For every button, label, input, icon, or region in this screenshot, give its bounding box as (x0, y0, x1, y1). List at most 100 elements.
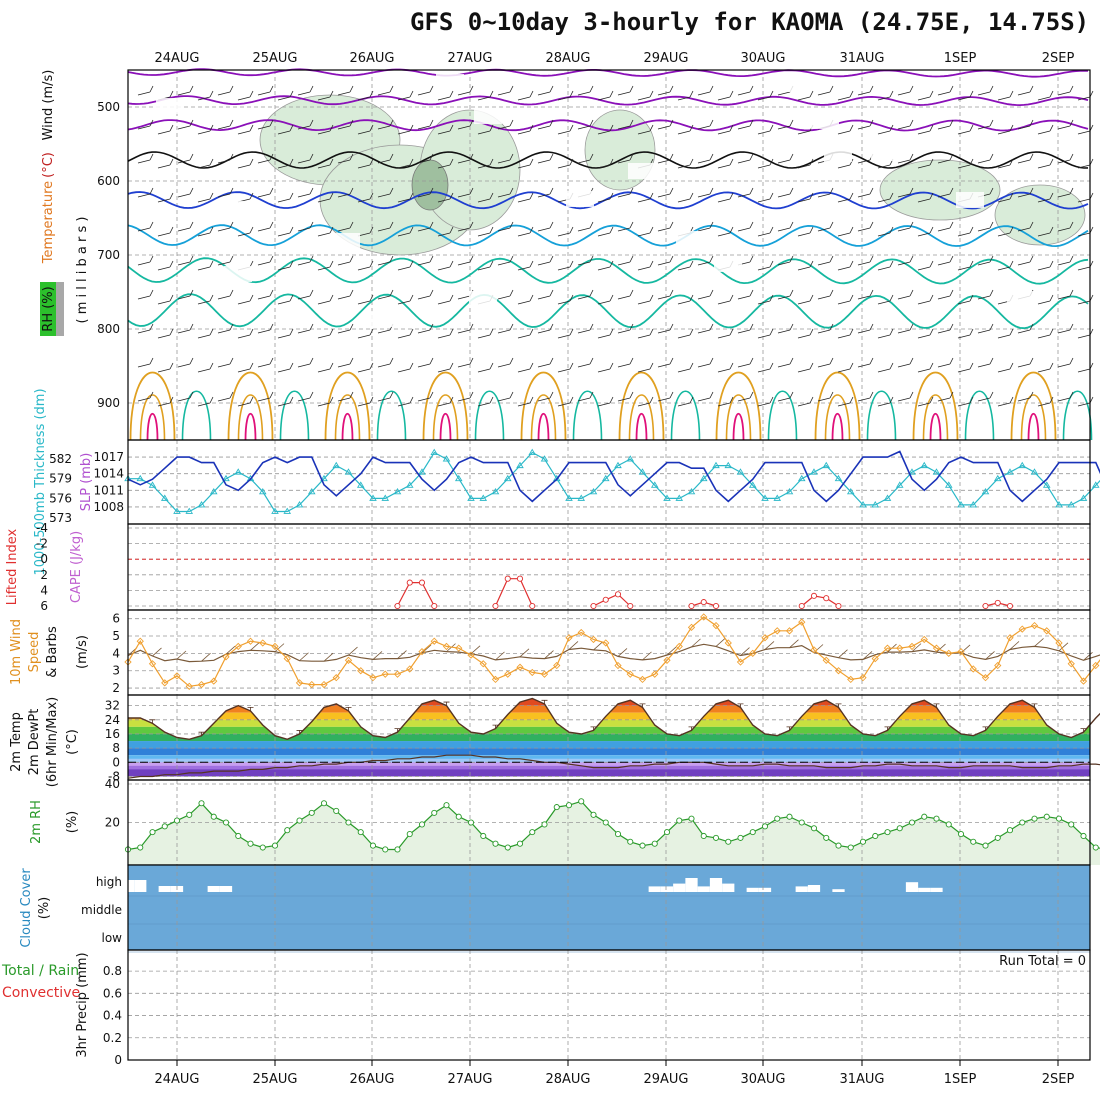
rh-ytick-20: 20 (105, 816, 120, 830)
upper-wind-barb (617, 187, 634, 198)
upper-wind-barb (677, 158, 694, 169)
thickness-pt-62 (883, 494, 892, 501)
rh-legend-gray (56, 282, 64, 336)
upper-wind-barb (557, 260, 574, 271)
wind-speed-pt-32 (516, 663, 524, 671)
thickness-pt-63 (895, 481, 904, 488)
temp-band-13 (128, 769, 1090, 777)
wind-speed-pt-55 (798, 618, 806, 626)
upper-wind-barb (797, 158, 814, 169)
upper-wind-barb (357, 192, 374, 203)
rh-pt-9 (235, 832, 242, 840)
upper-wind-barb (277, 124, 294, 135)
thick-ytick-582: 582 (49, 452, 72, 466)
li-seg-1-pt-3 (529, 602, 536, 610)
upper-wind-barb (357, 328, 374, 339)
temp-whisker-6 (198, 731, 205, 736)
contour-label-bg-4 (811, 113, 839, 129)
date-bottom-7: 31AUG (839, 1072, 884, 1087)
rh-pt-70 (982, 842, 989, 849)
upper-wind-barb (1017, 119, 1034, 130)
wind-speed-pt-70 (981, 674, 990, 682)
rh-pt-64 (908, 819, 916, 826)
upper-wind-barb (517, 294, 534, 305)
upper-wind-barb (417, 153, 434, 164)
wind-barb-trace (127, 643, 1100, 663)
upper-wind-barb (897, 221, 914, 232)
chart-title: GFS 0~10day 3-hourly for KAOMA (24.75E, … (410, 8, 1090, 36)
upper-wind-barb (377, 119, 394, 130)
upper-wind-barb (397, 328, 414, 339)
upper-wind-barb (617, 119, 634, 130)
rh-pt-22 (394, 846, 401, 853)
upper-wind-barb (197, 124, 214, 135)
upper-wind-barb (257, 289, 274, 300)
upper-wind-barb (457, 85, 474, 96)
upper-wind-barb (1017, 357, 1034, 368)
li-seg-3-pt-0 (688, 602, 695, 610)
upper-wind-barb (777, 153, 794, 164)
wind-speed-pt-41 (626, 670, 634, 678)
wind-barb-72 (1009, 641, 1020, 650)
rh-pt-32 (516, 840, 524, 847)
upper-wind-barb (277, 328, 294, 339)
upper-wind-barb (1037, 294, 1054, 305)
thick-ytick-579: 579 (49, 472, 72, 486)
bl-loop-teal-0 (181, 390, 212, 441)
upper-wind-barb (697, 221, 714, 232)
thickness-pt-21 (381, 494, 390, 501)
upper-wind-barb (697, 85, 714, 96)
temp-whisker-34 (541, 699, 548, 704)
rh-pt-66 (933, 815, 940, 822)
rh-pt-75 (1043, 813, 1050, 820)
li-seg-1-pt-0 (492, 602, 499, 610)
upper-wind-barb (957, 226, 974, 237)
precip-ytick-2: 0.4 (103, 1009, 122, 1023)
upper-wind-barb (757, 328, 774, 339)
upper-wind-barb (317, 192, 334, 203)
rh-pt-3 (161, 823, 168, 830)
rh-pt-11 (259, 844, 266, 851)
bl-loop-inner-0 (146, 413, 159, 441)
upper-wind-barb (517, 192, 534, 203)
upper-wind-barb (857, 357, 874, 368)
upper-wind-barb (817, 187, 834, 198)
rh-pt-73 (1019, 819, 1026, 826)
upper-wind-barb (477, 328, 494, 339)
date-bottom-8: 1SEP (944, 1072, 977, 1087)
upper-wind-barb (217, 187, 234, 198)
upper-wind-barb (477, 90, 494, 101)
upper-wind-barb (537, 357, 554, 368)
upper-wind-barb (757, 158, 774, 169)
upper-wind-barb (777, 323, 794, 334)
upper-wind-barb (457, 391, 474, 402)
upper-wind-barb (157, 192, 174, 203)
contour-label-bg-13 (371, 311, 399, 327)
li-seg-4-pt-2 (823, 595, 830, 602)
li-seg-2-pt-2 (614, 591, 622, 598)
upper-ytick-800: 800 (97, 322, 120, 336)
thickness-pt-59 (846, 487, 855, 495)
upper-wind-barb (137, 221, 154, 232)
wind-speed-pt-9 (234, 642, 242, 651)
upper-wind-barb (557, 294, 574, 305)
upper-wind-barb (237, 124, 254, 135)
upper-wind-barb (557, 124, 574, 135)
wind-speed-pt-57 (822, 656, 830, 664)
bl-loop-outer-8 (912, 371, 959, 441)
dewpoint-line (127, 754, 1100, 779)
upper-wind-barb (717, 90, 734, 101)
upper-wind-barb (937, 187, 954, 198)
upper-wind-barb (417, 391, 434, 402)
li-seg-5-pt-2 (1006, 602, 1014, 610)
upper-wind-barb (957, 328, 974, 339)
upper-wind-barb (717, 226, 734, 237)
upper-wind-barb (137, 323, 154, 334)
upper-wind-barb (657, 357, 674, 368)
upper-wind-barb (797, 362, 814, 373)
upper-wind-barb (397, 158, 414, 169)
upper-wind-barb (437, 192, 454, 203)
upper-wind-barb (797, 396, 814, 407)
